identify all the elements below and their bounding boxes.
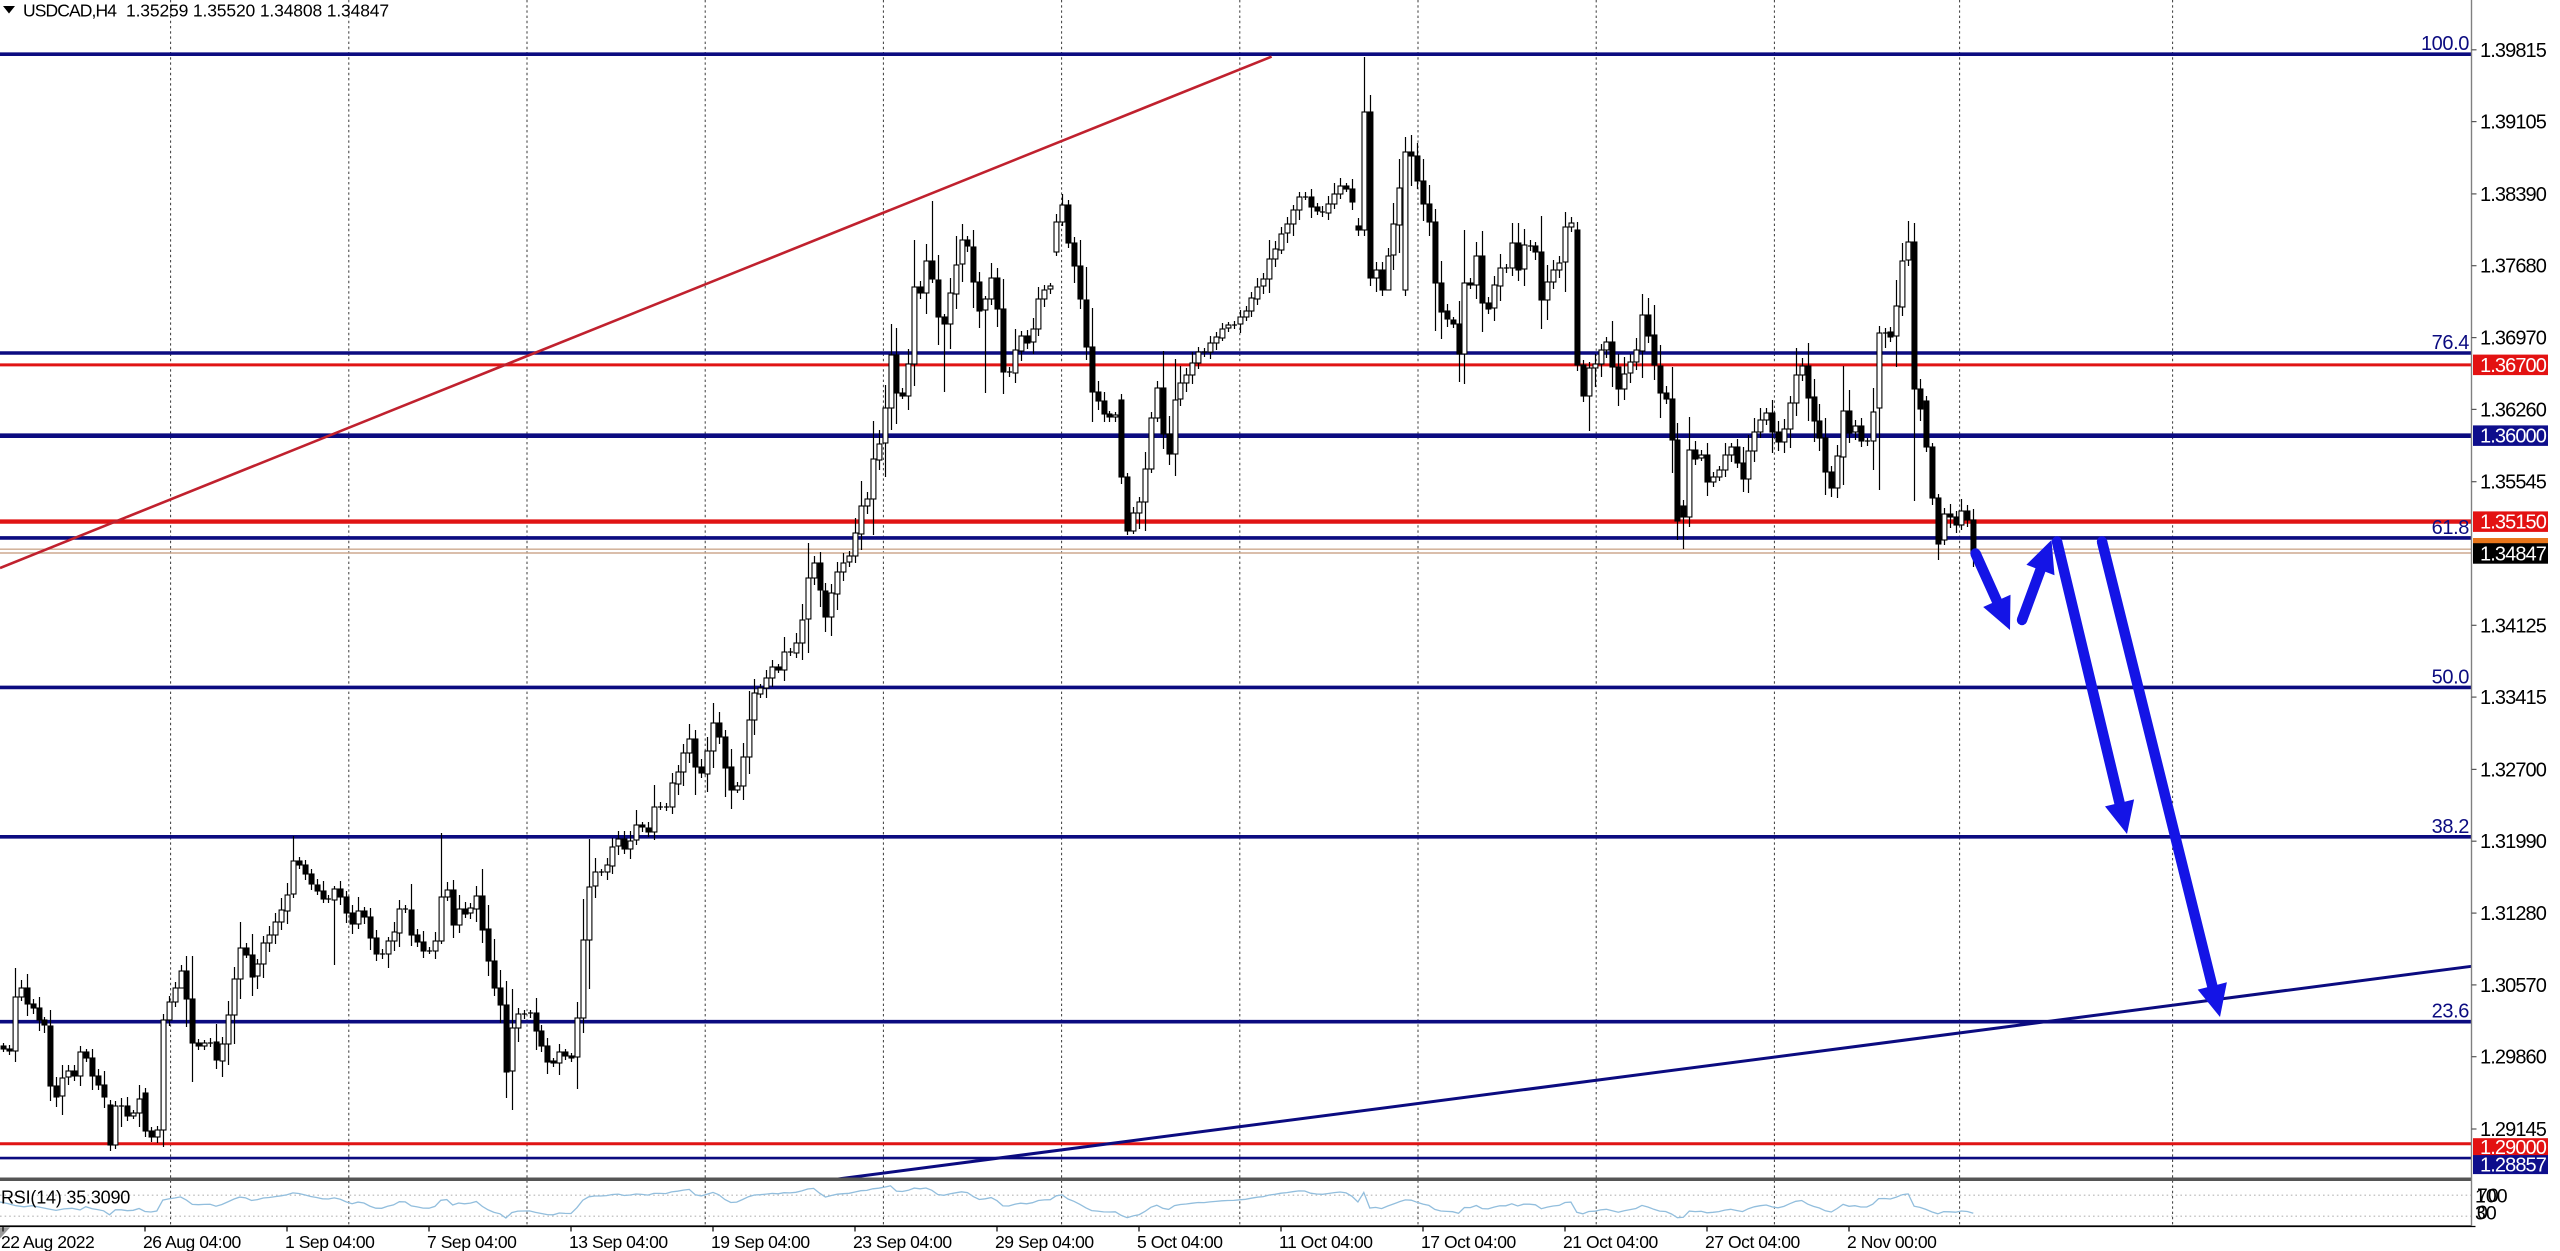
svg-text:1.32700: 1.32700 xyxy=(2480,759,2547,781)
svg-text:1.36260: 1.36260 xyxy=(2480,399,2547,421)
svg-text:70: 70 xyxy=(2477,1185,2499,1207)
svg-text:1.39815: 1.39815 xyxy=(2480,40,2547,62)
svg-text:1.36970: 1.36970 xyxy=(2480,328,2547,350)
svg-text:76.4: 76.4 xyxy=(2432,332,2470,354)
svg-text:38.2: 38.2 xyxy=(2432,816,2470,838)
svg-text:USDCAD,H4: USDCAD,H4 xyxy=(23,1,117,21)
svg-text:22 Aug 2022: 22 Aug 2022 xyxy=(1,1232,94,1251)
svg-text:1.35150: 1.35150 xyxy=(2480,512,2547,534)
svg-text:19 Sep 04:00: 19 Sep 04:00 xyxy=(711,1232,810,1251)
svg-text:30: 30 xyxy=(2475,1203,2497,1225)
svg-text:21 Oct 04:00: 21 Oct 04:00 xyxy=(1563,1232,1659,1251)
svg-text:1.36000: 1.36000 xyxy=(2480,426,2547,448)
svg-text:13 Sep 04:00: 13 Sep 04:00 xyxy=(569,1232,668,1251)
svg-text:5 Oct 04:00: 5 Oct 04:00 xyxy=(1137,1232,1223,1251)
svg-text:1.31280: 1.31280 xyxy=(2480,903,2547,925)
svg-text:1.38390: 1.38390 xyxy=(2480,184,2547,206)
svg-text:1.37680: 1.37680 xyxy=(2480,256,2547,278)
svg-text:1.29860: 1.29860 xyxy=(2480,1047,2547,1069)
svg-text:1.34125: 1.34125 xyxy=(2480,615,2547,637)
svg-text:50.0: 50.0 xyxy=(2432,666,2470,688)
svg-text:1.30570: 1.30570 xyxy=(2480,975,2547,997)
svg-text:2 Nov 00:00: 2 Nov 00:00 xyxy=(1847,1232,1937,1251)
svg-text:1.29000: 1.29000 xyxy=(2480,1137,2547,1159)
svg-text:26 Aug 04:00: 26 Aug 04:00 xyxy=(143,1232,241,1251)
svg-text:1.33415: 1.33415 xyxy=(2480,687,2547,709)
svg-text:RSI(14) 35.3090: RSI(14) 35.3090 xyxy=(1,1188,130,1208)
svg-text:1.36700: 1.36700 xyxy=(2480,355,2547,377)
svg-text:1.34847: 1.34847 xyxy=(2480,544,2547,566)
svg-text:23 Sep 04:00: 23 Sep 04:00 xyxy=(853,1232,952,1251)
svg-text:1.29145: 1.29145 xyxy=(2480,1119,2547,1141)
svg-text:17 Oct 04:00: 17 Oct 04:00 xyxy=(1421,1232,1517,1251)
svg-text:1 Sep 04:00: 1 Sep 04:00 xyxy=(285,1232,375,1251)
svg-text:23.6: 23.6 xyxy=(2432,1001,2470,1023)
svg-text:1.31990: 1.31990 xyxy=(2480,831,2547,853)
svg-text:61.8: 61.8 xyxy=(2432,517,2470,539)
svg-text:11 Oct 04:00: 11 Oct 04:00 xyxy=(1279,1232,1373,1251)
svg-text:0: 0 xyxy=(2477,1202,2488,1224)
svg-text:1.35259 1.35520 1.34808 1.3484: 1.35259 1.35520 1.34808 1.34847 xyxy=(126,1,389,21)
svg-text:1.35545: 1.35545 xyxy=(2480,472,2547,494)
svg-text:1.39105: 1.39105 xyxy=(2480,112,2547,134)
svg-text:100: 100 xyxy=(2475,1186,2508,1208)
svg-text:100.0: 100.0 xyxy=(2421,33,2469,55)
svg-text:27 Oct 04:00: 27 Oct 04:00 xyxy=(1705,1232,1801,1251)
svg-text:29 Sep 04:00: 29 Sep 04:00 xyxy=(995,1232,1094,1251)
svg-text:1.28857: 1.28857 xyxy=(2480,1155,2547,1177)
svg-text:7 Sep 04:00: 7 Sep 04:00 xyxy=(427,1232,517,1251)
